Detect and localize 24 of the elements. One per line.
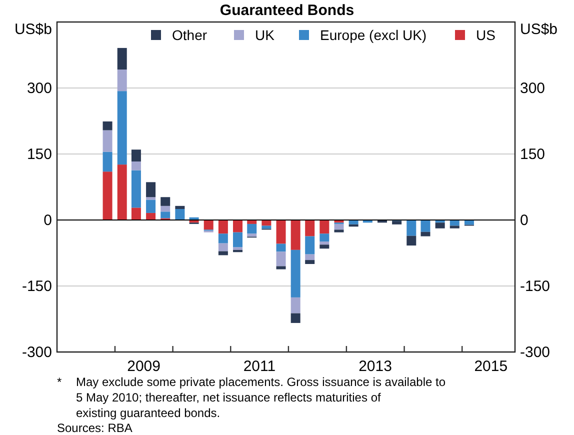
x-tick-label: 2015	[474, 358, 508, 375]
legend-label: Other	[172, 27, 208, 43]
y2-tick-label: -150	[520, 278, 550, 295]
text: *	[57, 375, 62, 389]
x-tick-label: 2013	[358, 358, 392, 375]
y2-tick-label: -300	[520, 344, 550, 361]
chart-title: Guaranteed Bonds	[220, 2, 354, 19]
legend-label: US	[476, 27, 496, 43]
y-tick-label: -300	[22, 344, 52, 361]
y2-tick-label: 0	[520, 212, 528, 229]
legend-label: UK	[255, 27, 276, 43]
text: May exclude some private placements. Gross issuance is available to 5 May 2010; thereafter, net issuance reflects maturities of existing guaranteed bonds.	[76, 375, 446, 420]
y-tick-label: 0	[44, 212, 52, 229]
legend-label: Europe (excl UK)	[320, 27, 427, 43]
y-tick-label: 300	[26, 80, 52, 97]
y2-tick-label: 300	[520, 80, 546, 97]
y-tick-label: -150	[22, 278, 52, 295]
source-note: Sources: RBA	[57, 421, 132, 435]
y2-axis-title: US$b	[520, 21, 558, 38]
y-axis-title: US$b	[14, 21, 52, 38]
x-tick-label: 2009	[127, 358, 161, 375]
y-tick-label: 150	[26, 146, 52, 163]
x-tick-label: 2011	[243, 358, 276, 375]
y2-tick-label: 150	[520, 146, 546, 163]
